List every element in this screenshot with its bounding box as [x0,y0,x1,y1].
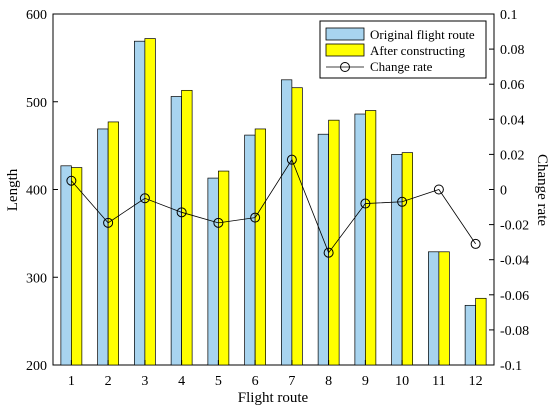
legend: Original flight route After constructing… [319,20,487,79]
y2-axis-title: Change rate [534,154,550,226]
bar-original-3 [134,40,146,366]
bars-layer [60,38,487,366]
x-tick-label-9: 9 [362,374,369,389]
change-rate-point-10 [397,196,408,207]
bar-after-4 [181,89,193,366]
x-tick-label-2: 2 [105,374,112,389]
y-tick-label-600: 600 [26,8,47,23]
x-tick-label-6: 6 [252,374,259,389]
x-tick-label-12: 12 [469,374,483,389]
y2-tick-label--0.06: -0.06 [500,289,529,304]
bar-after-5 [218,170,230,366]
x-tick-label-1: 1 [68,374,75,389]
change-rate-point-6 [250,212,261,223]
legend-label-after: After constructing [370,43,465,58]
legend-label-original: Original flight route [370,27,475,42]
x-tick-label-10: 10 [395,374,409,389]
y-tick-label-400: 400 [26,184,47,199]
change-rate-point-3 [139,193,150,204]
change-rate-layer [66,154,481,258]
bar-after-7 [291,87,303,366]
y2-tick-label-0.1: 0.1 [500,8,518,23]
bar-after-2 [107,121,119,366]
x-tick-label-8: 8 [325,374,332,389]
y-axis-left: 200 300 400 500 600 [26,8,58,374]
y-axis-title: Length [5,168,21,211]
y2-tick-label-0.04: 0.04 [500,113,525,128]
bar-original-11 [428,251,440,366]
change-rate-point-2 [103,217,114,228]
y2-tick-label--0.08: -0.08 [500,324,529,339]
change-rate-point-12 [470,238,481,249]
legend-marker-change-rate [340,62,350,72]
x-tick-label-3: 3 [141,374,148,389]
y2-tick-label-0.06: 0.06 [500,78,525,93]
bar-original-1 [60,165,72,366]
x-tick-label-4: 4 [178,374,185,389]
y2-tick-label-0.08: 0.08 [500,43,525,58]
bar-original-9 [354,113,366,366]
bar-original-5 [207,177,219,366]
bar-original-7 [281,79,293,366]
y2-tick-label--0.04: -0.04 [500,254,529,269]
bar-after-9 [365,110,377,366]
y-axis-right: -0.1 -0.08 -0.06 -0.04 -0.02 0 0.02 0.04 0.06 0.0… [489,8,529,374]
y2-tick-label-0: 0 [500,184,507,199]
legend-label-change-rate: Change rate [370,59,433,74]
legend-swatch-after [325,43,365,57]
x-tick-label-11: 11 [432,374,445,389]
bar-original-6 [244,134,256,366]
bar-original-10 [391,154,403,366]
bar-original-2 [97,128,109,366]
y-tick-label-300: 300 [26,271,47,286]
change-rate-point-5 [213,217,224,228]
change-rate-point-11 [433,184,444,195]
change-rate-point-1 [66,175,77,186]
bar-after-8 [328,119,340,366]
x-axis: 1 2 3 4 5 6 7 8 9 10 11 12 [68,360,483,389]
y2-tick-label--0.1: -0.1 [500,359,522,374]
bar-after-1 [71,167,83,366]
bar-original-12 [464,304,476,366]
bar-original-4 [170,96,182,366]
y-tick-label-500: 500 [26,96,47,111]
x-tick-label-5: 5 [215,374,222,389]
x-tick-label-7: 7 [288,374,295,389]
x-axis-title: Flight route [238,390,309,406]
legend-swatch-original [325,27,365,41]
change-rate-point-8 [323,247,334,258]
y2-tick-label-0.02: 0.02 [500,148,525,163]
bar-after-12 [475,297,487,366]
y2-tick-label--0.02: -0.02 [500,219,529,234]
change-rate-point-7 [286,154,297,165]
bar-after-3 [144,38,156,366]
change-rate-point-9 [360,198,371,209]
bar-after-11 [438,251,450,366]
bar-after-10 [401,152,413,366]
change-rate-point-4 [176,207,187,218]
y-tick-label-200: 200 [26,359,47,374]
change-rate-line [71,158,476,254]
bar-after-6 [254,128,266,366]
